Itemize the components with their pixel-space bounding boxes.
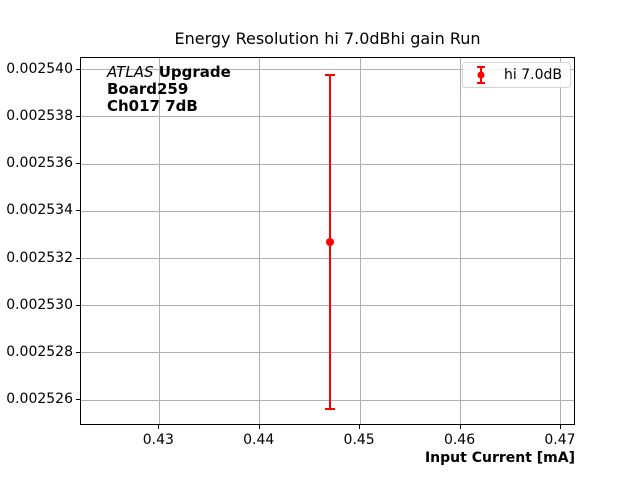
- gridline-horizontal: [81, 163, 574, 165]
- y-tick-label: 0.002536: [6, 155, 73, 172]
- x-axis-label: Input Current [mA]: [424, 450, 575, 466]
- gridline-horizontal: [81, 69, 574, 71]
- x-tick-label: 0.47: [544, 432, 576, 448]
- x-tick-label: 0.44: [243, 432, 275, 448]
- y-tick-label: 0.002532: [6, 249, 73, 266]
- x-tick-mark: [359, 425, 361, 429]
- annotation-channel: Ch017 7dB: [107, 97, 198, 115]
- gridline-horizontal: [81, 258, 574, 259]
- annotation-upgrade: Upgrade: [153, 63, 231, 81]
- gridline-horizontal: [81, 210, 574, 212]
- gridline-vertical: [359, 58, 361, 424]
- y-tick-label: 0.002540: [6, 60, 73, 77]
- annotation-experiment: ATLAS: [107, 63, 154, 81]
- errorbar-cap-bottom: [325, 408, 335, 411]
- legend-label: hi 7.0dB: [504, 67, 562, 83]
- x-tick-mark: [459, 425, 461, 429]
- gridline-horizontal: [81, 352, 574, 354]
- data-point-marker: [326, 238, 334, 246]
- y-tick-label: 0.002530: [6, 296, 73, 313]
- x-tick-mark: [158, 425, 160, 429]
- grid-layer: [81, 58, 574, 424]
- x-tick-label: 0.43: [142, 432, 174, 448]
- y-tick-label: 0.002534: [6, 202, 73, 219]
- gridline-vertical: [560, 58, 562, 424]
- annotation: ATLAS Upgrade Board259 Ch017 7dB: [107, 64, 231, 115]
- legend: hi 7.0dB: [462, 62, 571, 88]
- y-tick-label: 0.002538: [6, 107, 73, 124]
- errorbar-cap-top: [325, 73, 335, 76]
- chart-title: Energy Resolution hi 7.0dBhi gain Run: [174, 29, 481, 48]
- plot-area: ATLAS Upgrade Board259 Ch017 7dB hi 7.0d…: [80, 57, 575, 425]
- gridline-vertical: [460, 58, 462, 424]
- x-tick-label: 0.46: [443, 432, 476, 448]
- annotation-board: Board259: [107, 80, 189, 98]
- gridline-horizontal: [81, 116, 574, 118]
- errorbar-marker-icon: [475, 64, 487, 86]
- y-tick-label: 0.002528: [6, 343, 73, 360]
- x-tick-label: 0.45: [343, 432, 375, 448]
- y-tick-label: 0.002526: [6, 391, 73, 408]
- data-layer: [81, 58, 574, 424]
- gridline-horizontal: [81, 305, 574, 307]
- gridline-horizontal: [81, 399, 574, 401]
- x-tick-mark: [559, 425, 561, 429]
- gridline-vertical: [259, 58, 261, 424]
- annotation-line-1: ATLAS Upgrade: [107, 64, 231, 81]
- x-tick-mark: [258, 425, 260, 429]
- gridline-vertical: [158, 58, 160, 424]
